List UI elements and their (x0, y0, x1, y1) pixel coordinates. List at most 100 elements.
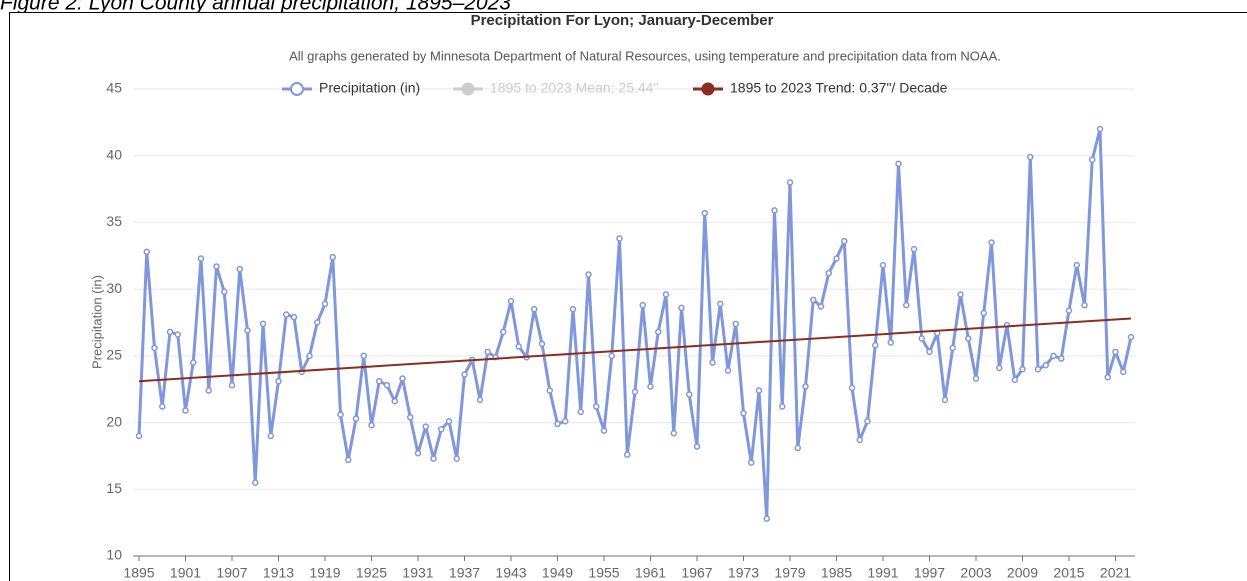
x-tick-label: 2009 (1007, 565, 1038, 581)
x-tick-label: 1973 (728, 565, 759, 581)
data-point (1027, 153, 1034, 161)
data-point (1112, 348, 1119, 356)
data-point (538, 340, 546, 348)
y-tick-label: 45 (106, 80, 122, 96)
data-point (267, 432, 274, 440)
data-point (655, 328, 662, 336)
data-point (352, 415, 360, 422)
data-point (135, 432, 143, 440)
data-point (903, 301, 910, 309)
data-point (740, 409, 747, 417)
data-point (647, 383, 654, 390)
data-point (949, 344, 956, 352)
data-point (771, 207, 778, 214)
data-point (1011, 376, 1018, 384)
data-point (290, 313, 298, 321)
data-point (391, 397, 398, 405)
y-tick-label: 30 (106, 280, 122, 296)
data-point (600, 427, 608, 434)
data-point (965, 335, 972, 342)
data-point (848, 384, 856, 392)
data-point (1073, 261, 1080, 269)
data-point (228, 381, 236, 389)
data-point (531, 305, 538, 313)
data-point (957, 291, 964, 298)
data-point (461, 371, 468, 378)
data-point (190, 359, 197, 366)
data-point (662, 291, 670, 298)
data-point (1019, 365, 1026, 373)
data-point (306, 352, 313, 360)
data-point (174, 331, 181, 338)
data-point (624, 451, 631, 458)
data-point (476, 396, 484, 404)
data-point (996, 364, 1003, 372)
data-point (414, 450, 422, 457)
data-point (445, 417, 453, 425)
data-point (988, 239, 995, 246)
data-point (321, 300, 329, 308)
data-point (283, 311, 290, 318)
data-point (562, 417, 569, 425)
legend-icon-marker (461, 82, 475, 96)
data-point (817, 303, 825, 310)
data-point (159, 403, 166, 410)
data-point (399, 375, 406, 382)
data-point (453, 455, 460, 462)
data-point (732, 320, 739, 328)
data-point (786, 179, 794, 186)
data-point (329, 253, 336, 261)
data-point (825, 269, 832, 277)
data-point (151, 344, 158, 352)
data-point (221, 288, 228, 296)
data-point (608, 352, 615, 360)
data-point (422, 423, 429, 430)
data-point (802, 383, 809, 390)
data-point (639, 301, 646, 309)
data-point (810, 296, 817, 304)
data-point (407, 413, 414, 421)
data-point (383, 381, 391, 389)
data-point (887, 339, 894, 346)
legend-icon-marker (290, 82, 304, 96)
x-tick-label: 1937 (449, 565, 480, 581)
data-point (275, 377, 282, 385)
data-point (143, 248, 150, 256)
x-tick-label: 1949 (542, 565, 573, 581)
data-point (345, 456, 352, 464)
data-point (833, 255, 840, 262)
data-point (515, 343, 522, 350)
x-tick-label: 1925 (356, 565, 387, 581)
data-point (856, 436, 863, 444)
data-point (213, 263, 220, 270)
data-point (554, 420, 561, 428)
data-point (507, 297, 515, 305)
y-tick-label: 10 (106, 547, 122, 563)
data-point (1050, 352, 1057, 360)
data-point (244, 327, 251, 334)
data-point (841, 237, 848, 245)
data-point (972, 375, 980, 382)
data-point (794, 444, 801, 452)
data-point (430, 455, 437, 462)
data-point (918, 335, 925, 342)
data-point (631, 388, 639, 396)
data-point (376, 377, 383, 385)
data-point (546, 387, 553, 394)
data-point (872, 341, 879, 349)
data-point (1127, 333, 1135, 341)
data-point (779, 403, 786, 410)
data-point (484, 348, 491, 356)
data-point (724, 367, 732, 374)
data-point (879, 261, 887, 269)
data-point (438, 425, 445, 433)
chart-title: Precipitation For Lyon; January-December (471, 12, 774, 29)
x-tick-label: 1919 (309, 565, 340, 581)
legend-label: 1895 to 2023 Mean: 25.44" (490, 80, 658, 96)
data-point (678, 304, 685, 312)
data-point (616, 235, 623, 242)
x-tick-label: 2003 (960, 565, 991, 581)
data-point (1104, 373, 1111, 381)
